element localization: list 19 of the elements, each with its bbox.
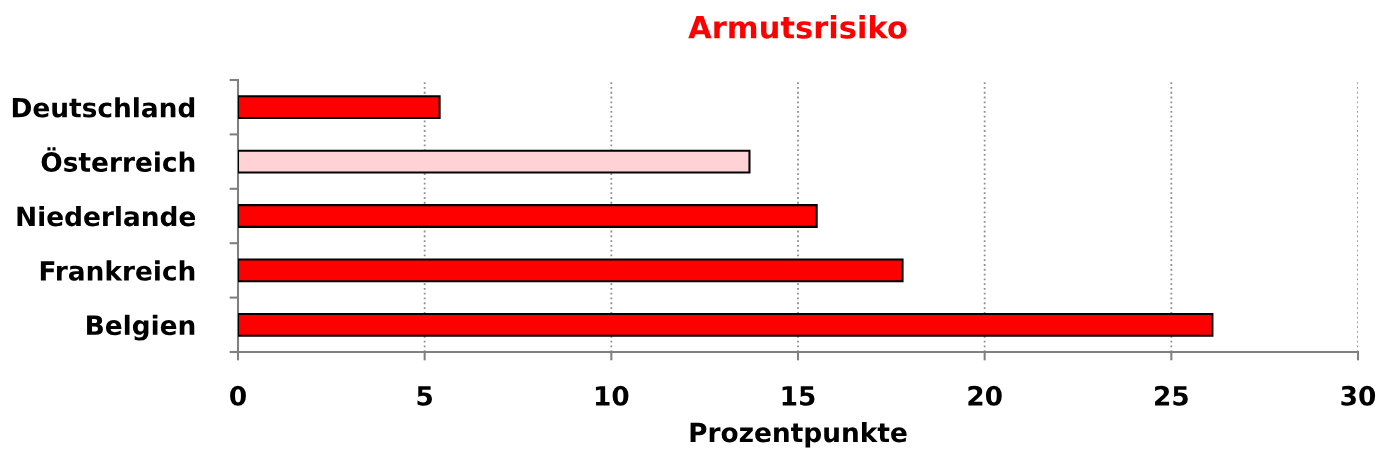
x-tick-label: 20 [968, 385, 1002, 406]
x-tick-label: 10 [595, 385, 629, 406]
y-tick-label: Deutschland [12, 97, 195, 118]
x-tick-label: 30 [1341, 385, 1376, 406]
bar [238, 312, 1214, 337]
chart-title: Armutsrisiko [688, 15, 907, 39]
y-tick-label: Österreich [41, 147, 195, 172]
x-tick-label: 15 [782, 386, 815, 406]
y-tick-label: Belgien [87, 314, 195, 341]
bar [238, 95, 441, 120]
bar [238, 149, 751, 174]
bar [238, 204, 818, 228]
y-tick-label: Frankreich [40, 260, 195, 281]
x-tick-label: 0 [230, 385, 246, 406]
x-tick-label: 5 [417, 386, 432, 406]
x-tick-label: 25 [1155, 385, 1188, 406]
x-axis-title: Prozentpunkte [690, 421, 907, 448]
y-tick-label: Niederlande [17, 205, 196, 227]
bar [238, 258, 904, 283]
